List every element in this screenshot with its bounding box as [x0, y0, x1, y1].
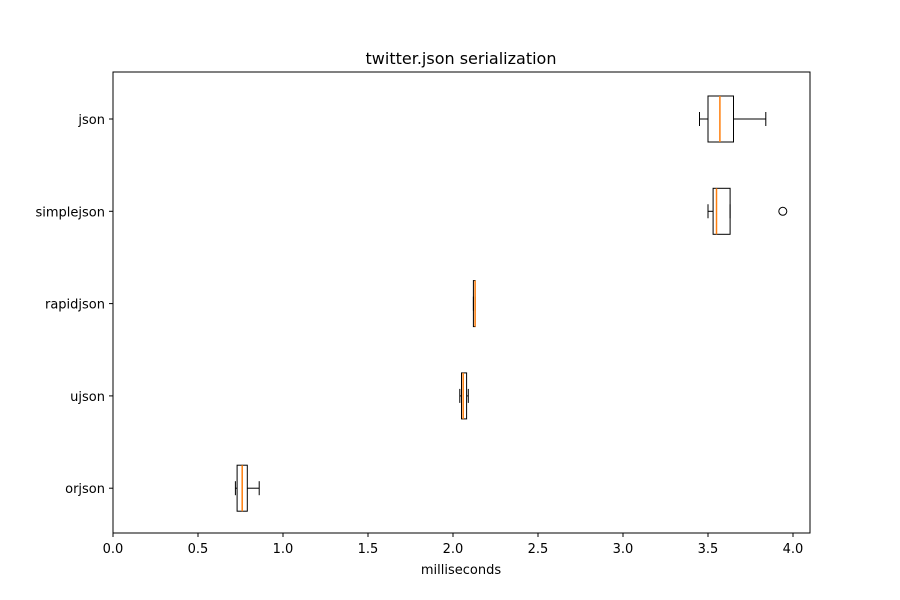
iqr-box — [712, 187, 731, 235]
x-tick-label: 1.0 — [273, 542, 294, 557]
x-tick-label: 2.5 — [528, 542, 549, 557]
x-tick-label: 3.0 — [613, 542, 634, 557]
box-simplejson — [707, 187, 788, 235]
plot-frame — [112, 71, 811, 534]
box-ujson — [459, 372, 469, 420]
y-tick-label: simplejson — [36, 205, 106, 220]
y-tick-label: orjson — [65, 482, 105, 497]
chart-title: twitter.json serialization — [366, 49, 557, 68]
box-rapidjson — [472, 280, 476, 328]
box-orjson — [234, 464, 260, 512]
x-axis-label: milliseconds — [421, 563, 501, 578]
y-axis: json simplejson rapidjson ujson orjson — [36, 113, 113, 497]
x-tick-label: 1.5 — [358, 542, 379, 557]
x-axis: 0.0 0.5 1.0 1.5 2.0 2.5 3.0 3.5 4.0 — [103, 533, 804, 557]
y-tick-label: json — [77, 113, 105, 128]
x-tick-label: 3.5 — [698, 542, 719, 557]
y-tick-label: rapidjson — [45, 298, 105, 313]
iqr-box — [707, 95, 734, 143]
outlier-point — [778, 206, 788, 216]
y-tick-label: ujson — [70, 390, 105, 405]
x-tick-label: 0.5 — [188, 542, 209, 557]
box-json — [699, 95, 767, 143]
plot-area — [234, 95, 788, 512]
iqr-box — [461, 372, 468, 420]
x-tick-label: 4.0 — [783, 542, 804, 557]
x-tick-label: 0.0 — [103, 542, 124, 557]
x-tick-label: 2.0 — [443, 542, 464, 557]
